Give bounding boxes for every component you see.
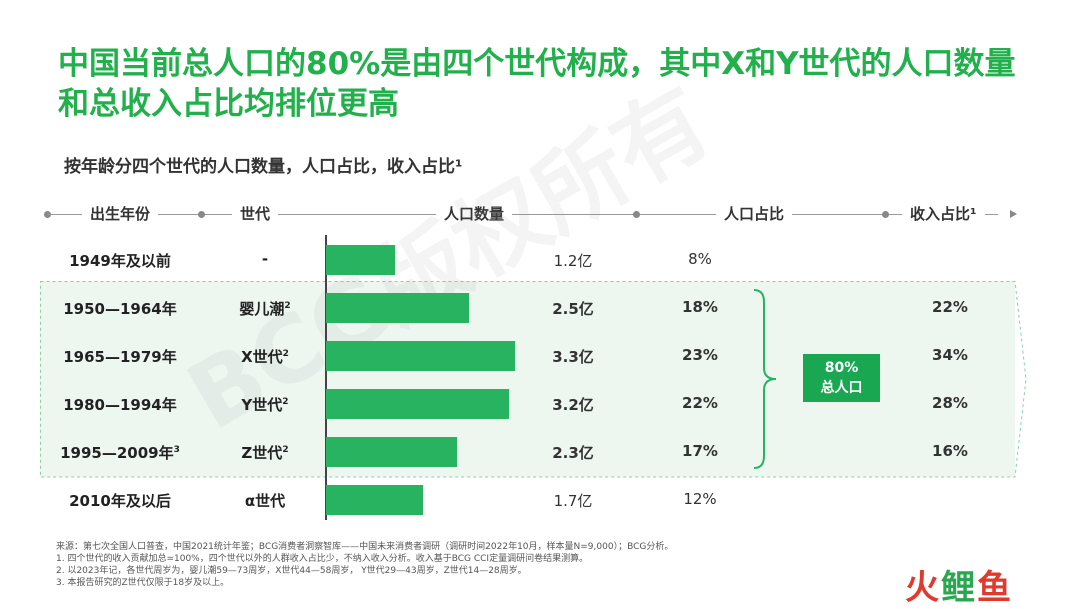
bar-axis <box>325 235 327 520</box>
row-generation: Y世代2 <box>210 394 320 415</box>
row-income-share-text: 34% <box>932 346 968 364</box>
footnote-marker: 2 <box>282 397 289 407</box>
row-generation-text: Z世代 <box>241 444 283 462</box>
header-income-share: 收入占比¹ <box>902 201 985 227</box>
population-bar <box>326 245 395 275</box>
row-income-share: 22% <box>920 298 980 316</box>
footnote-marker: 2 <box>284 301 291 311</box>
header-rule <box>48 214 998 215</box>
row-birth-year-text: 1949年及以前 <box>69 252 171 270</box>
row-population: 1.2亿 <box>548 250 598 271</box>
row-generation-text: 婴儿潮 <box>239 300 285 318</box>
header-dot <box>198 211 205 218</box>
row-pop-share-text: 17% <box>682 442 718 460</box>
footnote-3: 3. 本报告研究的Z世代仅限于18岁及以上。 <box>56 578 230 588</box>
row-birth-year: 1949年及以前 <box>60 250 180 271</box>
population-bar <box>326 485 423 515</box>
row-birth-year: 1950—1964年 <box>60 298 180 319</box>
row-generation-text: X世代 <box>241 348 283 366</box>
row-pop-share-text: 18% <box>682 298 718 316</box>
header-dot <box>44 211 51 218</box>
row-income-share: 28% <box>920 394 980 412</box>
chart-subtitle: 按年龄分四个世代的人口数量，人口占比，收入占比¹ <box>64 157 463 177</box>
row-generation: - <box>210 250 320 268</box>
total-population-badge: 80% 总人口 <box>803 354 880 402</box>
badge-percent: 80% <box>824 360 859 376</box>
row-population-text: 1.7亿 <box>553 492 593 510</box>
row-pop-share: 8% <box>670 250 730 268</box>
row-pop-share-text: 8% <box>688 250 712 268</box>
row-pop-share: 17% <box>670 442 730 460</box>
row-income-share: 34% <box>920 346 980 364</box>
row-population: 3.3亿 <box>548 346 598 367</box>
row-population-text: 1.2亿 <box>553 252 593 270</box>
badge-label: 总人口 <box>820 380 863 396</box>
logo-char-2: 鲤 <box>941 568 977 608</box>
row-pop-share: 12% <box>670 490 730 508</box>
population-bar <box>326 341 515 371</box>
row-birth-year: 1965—1979年 <box>60 346 180 367</box>
row-population: 2.5亿 <box>548 298 598 319</box>
logo-char-3: 鱼 <box>977 568 1013 608</box>
row-income-share-text: 28% <box>932 394 968 412</box>
row-birth-year: 1995—2009年3 <box>60 442 180 463</box>
footnote-marker: 2 <box>282 349 289 359</box>
header-dot <box>633 211 640 218</box>
row-population: 3.2亿 <box>548 394 598 415</box>
header-pop-share: 人口占比 <box>716 201 793 227</box>
row-pop-share: 23% <box>670 346 730 364</box>
row-pop-share-text: 22% <box>682 394 718 412</box>
row-income-share-text: 16% <box>932 442 968 460</box>
footnote-source: 来源：第七次全国人口普查，中国2021统计年鉴；BCG消费者洞察智库——中国未来… <box>56 542 674 552</box>
population-bar <box>326 389 509 419</box>
bracket-icon <box>753 289 777 469</box>
page-title: 中国当前总人口的80%是由四个世代构成，其中X和Y世代的人口数量和总收入占比均排… <box>58 46 1016 122</box>
column-header-row: 出生年份 世代 人口数量 人口占比 收入占比¹ <box>0 201 1080 227</box>
row-pop-share: 22% <box>670 394 730 412</box>
header-arrow-icon <box>1010 210 1017 218</box>
row-generation: X世代2 <box>210 346 320 367</box>
row-birth-year-text: 1965—1979年 <box>63 348 177 366</box>
footnote-marker: 3 <box>173 445 180 455</box>
row-birth-year: 1980—1994年 <box>60 394 180 415</box>
row-generation: 婴儿潮2 <box>210 298 320 319</box>
row-generation: Z世代2 <box>210 442 320 463</box>
row-income-share: 16% <box>920 442 980 460</box>
population-bar <box>326 437 457 467</box>
row-birth-year-text: 1950—1964年 <box>63 300 177 318</box>
row-generation: α世代 <box>210 490 320 511</box>
row-birth-year-text: 1995—2009年 <box>60 444 174 462</box>
logo-char-1: 火 <box>905 568 941 608</box>
row-generation-text: - <box>261 250 269 268</box>
footnotes: 来源：第七次全国人口普查，中国2021统计年鉴；BCG消费者洞察智库——中国未来… <box>56 541 673 589</box>
row-pop-share-text: 12% <box>683 490 717 508</box>
row-population-text: 2.5亿 <box>552 300 594 318</box>
header-generation: 世代 <box>232 201 279 227</box>
header-birth-year: 出生年份 <box>82 201 159 227</box>
row-population-text: 3.3亿 <box>552 348 594 366</box>
row-population-text: 3.2亿 <box>552 396 594 414</box>
row-population-text: 2.3亿 <box>552 444 594 462</box>
footnote-1: 1. 四个世代的收入贡献加总=100%，四个世代以外的人群收入占比少，不纳入收入… <box>56 554 589 564</box>
row-birth-year: 2010年及以后 <box>60 490 180 511</box>
footnote-2: 2. 以2023年记，各世代周岁为，婴儿潮59—73周岁，X世代44—58周岁，… <box>56 566 527 576</box>
row-generation-text: Y世代 <box>241 396 283 414</box>
row-generation-text: α世代 <box>244 492 286 510</box>
brand-logo: 火鲤鱼 <box>905 560 1013 609</box>
panel-outline <box>40 281 1027 478</box>
row-birth-year-text: 2010年及以后 <box>69 492 171 510</box>
header-population: 人口数量 <box>436 201 513 227</box>
header-dot <box>882 211 889 218</box>
footnote-marker: 2 <box>282 445 289 455</box>
row-pop-share-text: 23% <box>682 346 718 364</box>
row-income-share-text: 22% <box>932 298 968 316</box>
row-pop-share: 18% <box>670 298 730 316</box>
row-population: 2.3亿 <box>548 442 598 463</box>
population-bar <box>326 293 469 323</box>
row-population: 1.7亿 <box>548 490 598 511</box>
row-birth-year-text: 1980—1994年 <box>63 396 177 414</box>
